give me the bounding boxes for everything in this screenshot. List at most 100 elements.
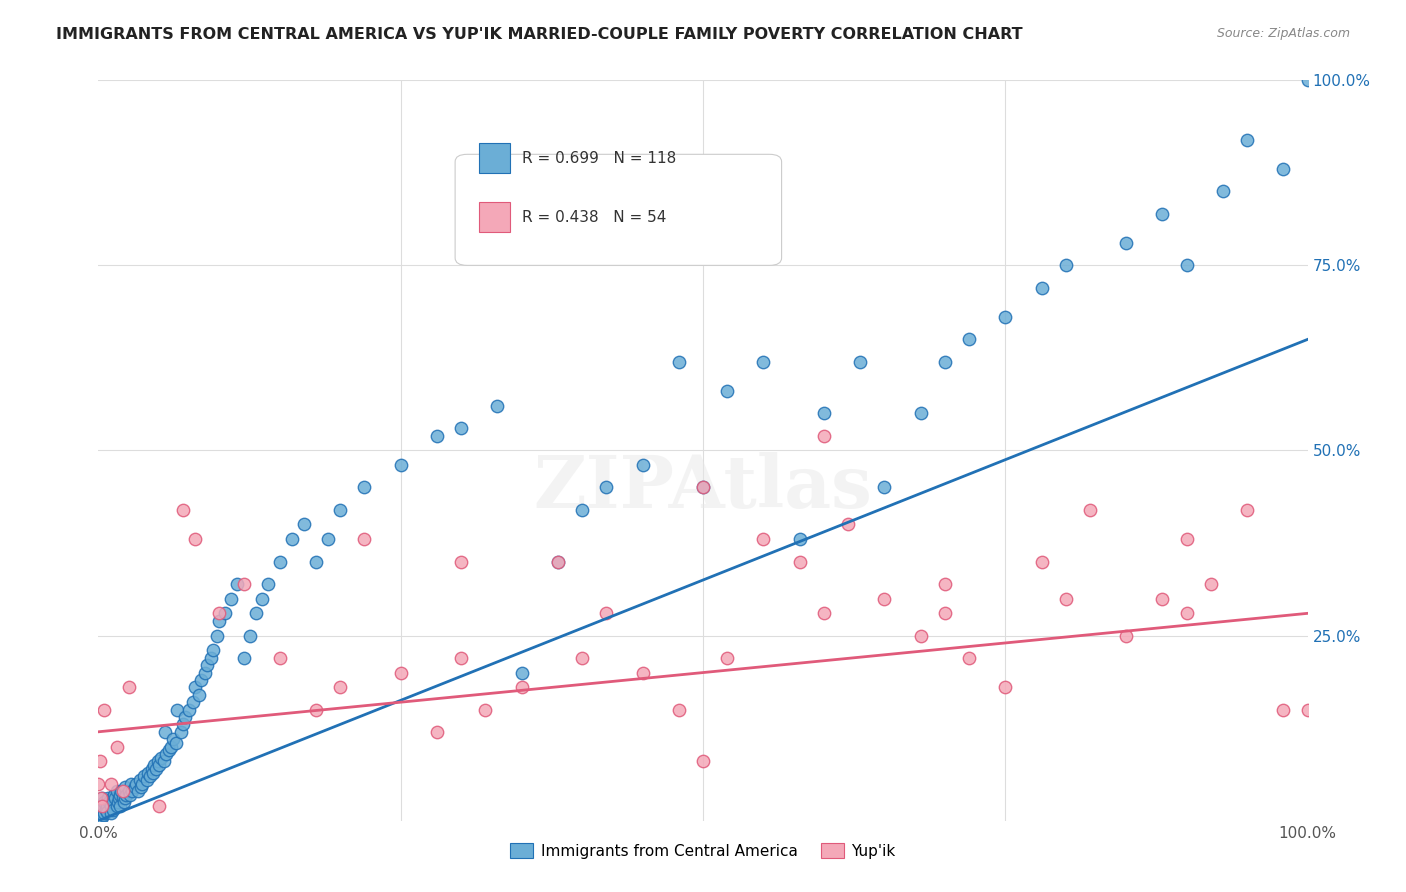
- Immigrants from Central America: [190, 673, 212, 687]
- Immigrants from Central America: [752, 354, 775, 368]
- Yup'ik: [692, 755, 714, 769]
- Immigrants from Central America: [87, 798, 110, 813]
- Immigrants from Central America: [281, 533, 304, 547]
- Immigrants from Central America: [813, 407, 835, 421]
- Immigrants from Central America: [426, 428, 449, 442]
- Yup'ik: [91, 798, 114, 813]
- Immigrants from Central America: [1031, 280, 1053, 294]
- Immigrants from Central America: [145, 762, 167, 776]
- Yup'ik: [1078, 502, 1101, 516]
- Immigrants from Central America: [202, 643, 225, 657]
- Immigrants from Central America: [97, 791, 120, 805]
- Immigrants from Central America: [1272, 162, 1295, 177]
- Immigrants from Central America: [716, 384, 738, 399]
- Text: R = 0.438   N = 54: R = 0.438 N = 54: [522, 210, 666, 225]
- Yup'ik: [232, 576, 254, 591]
- Immigrants from Central America: [789, 533, 811, 547]
- Immigrants from Central America: [510, 665, 533, 680]
- Immigrants from Central America: [179, 703, 201, 717]
- Immigrants from Central America: [200, 650, 222, 665]
- Yup'ik: [934, 576, 956, 591]
- Immigrants from Central America: [1152, 206, 1174, 220]
- Immigrants from Central America: [329, 502, 352, 516]
- Immigrants from Central America: [108, 798, 131, 813]
- Yup'ik: [93, 703, 115, 717]
- Immigrants from Central America: [103, 788, 125, 802]
- Immigrants from Central America: [316, 533, 339, 547]
- Immigrants from Central America: [101, 795, 124, 809]
- Immigrants from Central America: [957, 332, 980, 346]
- Immigrants from Central America: [128, 772, 150, 787]
- Immigrants from Central America: [187, 688, 209, 702]
- Yup'ik: [269, 650, 291, 665]
- Immigrants from Central America: [169, 724, 191, 739]
- Immigrants from Central America: [1296, 73, 1319, 87]
- Yup'ik: [87, 776, 110, 791]
- Immigrants from Central America: [107, 795, 129, 809]
- Immigrants from Central America: [91, 791, 114, 805]
- Yup'ik: [353, 533, 375, 547]
- Text: ZIPAtlas: ZIPAtlas: [533, 452, 873, 523]
- Immigrants from Central America: [269, 555, 291, 569]
- Immigrants from Central America: [1236, 132, 1258, 146]
- Immigrants from Central America: [305, 555, 328, 569]
- Immigrants from Central America: [100, 791, 122, 805]
- Immigrants from Central America: [595, 480, 617, 494]
- Immigrants from Central America: [105, 798, 128, 813]
- Yup'ik: [1031, 555, 1053, 569]
- Immigrants from Central America: [631, 458, 654, 473]
- Immigrants from Central America: [118, 784, 141, 798]
- Yup'ik: [474, 703, 496, 717]
- FancyBboxPatch shape: [456, 154, 782, 266]
- Immigrants from Central America: [1115, 236, 1137, 251]
- Yup'ik: [813, 607, 835, 621]
- Yup'ik: [305, 703, 328, 717]
- Immigrants from Central America: [849, 354, 872, 368]
- Yup'ik: [631, 665, 654, 680]
- Immigrants from Central America: [245, 607, 267, 621]
- Yup'ik: [547, 555, 569, 569]
- Immigrants from Central America: [108, 791, 131, 805]
- Immigrants from Central America: [98, 795, 121, 809]
- Immigrants from Central America: [110, 784, 132, 798]
- Yup'ik: [595, 607, 617, 621]
- Text: R = 0.699   N = 118: R = 0.699 N = 118: [522, 151, 676, 166]
- Immigrants from Central America: [994, 310, 1017, 325]
- Immigrants from Central America: [195, 658, 218, 673]
- Immigrants from Central America: [114, 780, 136, 795]
- Immigrants from Central America: [910, 407, 932, 421]
- Immigrants from Central America: [571, 502, 593, 516]
- Yup'ik: [873, 591, 896, 606]
- Yup'ik: [1199, 576, 1222, 591]
- Immigrants from Central America: [131, 776, 153, 791]
- Yup'ik: [994, 681, 1017, 695]
- Yup'ik: [910, 628, 932, 642]
- Yup'ik: [172, 502, 194, 516]
- Yup'ik: [90, 791, 112, 805]
- Immigrants from Central America: [1175, 259, 1198, 273]
- Yup'ik: [1175, 607, 1198, 621]
- Immigrants from Central America: [353, 480, 375, 494]
- Immigrants from Central America: [104, 791, 127, 805]
- Immigrants from Central America: [292, 517, 315, 532]
- Yup'ik: [208, 607, 231, 621]
- Immigrants from Central America: [94, 803, 117, 817]
- Immigrants from Central America: [134, 769, 156, 783]
- Immigrants from Central America: [239, 628, 262, 642]
- Immigrants from Central America: [135, 772, 157, 787]
- Text: IMMIGRANTS FROM CENTRAL AMERICA VS YUP'IK MARRIED-COUPLE FAMILY POVERTY CORRELAT: IMMIGRANTS FROM CENTRAL AMERICA VS YUP'I…: [56, 27, 1024, 42]
- Immigrants from Central America: [157, 743, 180, 757]
- Immigrants from Central America: [150, 750, 173, 764]
- FancyBboxPatch shape: [479, 202, 509, 232]
- Yup'ik: [716, 650, 738, 665]
- Yup'ik: [692, 480, 714, 494]
- Immigrants from Central America: [124, 780, 146, 795]
- Yup'ik: [329, 681, 352, 695]
- Immigrants from Central America: [148, 758, 170, 772]
- Yup'ik: [184, 533, 207, 547]
- Immigrants from Central America: [115, 788, 138, 802]
- Immigrants from Central America: [208, 614, 231, 628]
- Yup'ik: [1296, 703, 1319, 717]
- Immigrants from Central America: [91, 810, 114, 824]
- Yup'ik: [934, 607, 956, 621]
